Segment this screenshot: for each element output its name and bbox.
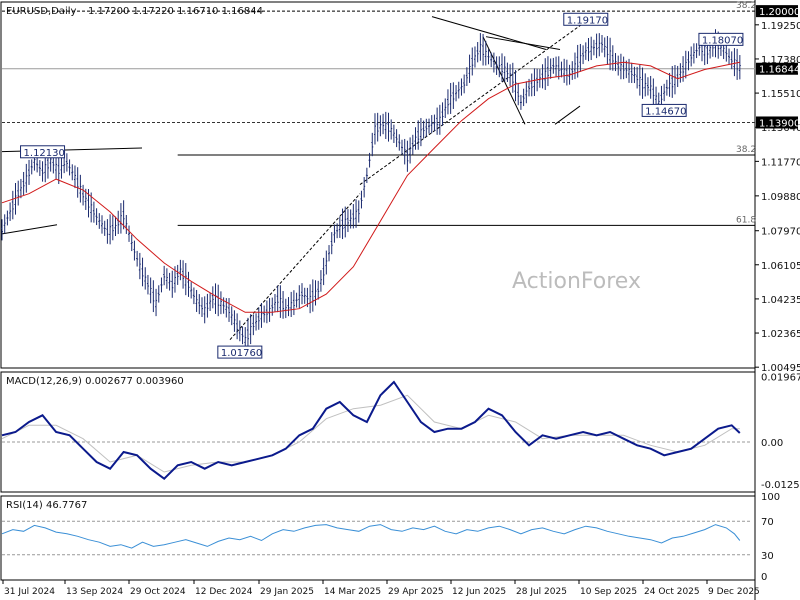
x-tick-label: 28 Jul 2025: [516, 587, 567, 597]
rsi-y-tick-label: 70: [761, 517, 774, 528]
macd-signal-line: [1, 394, 740, 473]
x-tick-label: 9 Dec 2025: [708, 587, 760, 597]
fib-level-label: 38.2: [736, 145, 756, 155]
moving-average-line: [1, 61, 740, 313]
trendline: [554, 105, 581, 125]
price-y-tick-label: 1.06105: [761, 261, 800, 272]
price-panel-frame: [0, 1, 756, 369]
rsi-line: [1, 524, 741, 549]
price-y-tick-label: 1.13640: [761, 123, 800, 134]
price-box: [756, 62, 798, 75]
macd-y-tick-label: -0.012552: [761, 480, 800, 491]
price-box-label: 1.16844: [759, 65, 800, 76]
price-box: [756, 116, 798, 129]
trendline: [431, 16, 547, 50]
price-point-label-box: [217, 345, 263, 359]
price-y-tick-label: 1.15510: [761, 89, 800, 100]
x-tick-label: 10 Sep 2025: [580, 587, 637, 597]
price-point-label-box: [641, 103, 687, 117]
price-y-tick-label: 1.02365: [761, 329, 800, 340]
macd-panel-frame: [0, 371, 756, 493]
macd-line: [1, 380, 741, 481]
macd-label: MACD(12,26,9) 0.002677 0.003960: [6, 376, 184, 387]
x-tick-label: 13 Sep 2024: [66, 587, 123, 597]
price-point-label: 1.01760: [221, 348, 262, 359]
fib-level-label: 61.8: [736, 215, 756, 225]
price-point-label: 1.19170: [567, 15, 608, 26]
price-point-label-box: [563, 12, 609, 26]
dashed-trendline: [229, 193, 361, 341]
price-point-label: 1.18070: [702, 35, 743, 46]
price-point-label: 1.12130: [24, 148, 65, 159]
trendline: [1, 224, 58, 235]
x-tick-label: 14 Mar 2025: [324, 587, 381, 597]
price-y-tick-label: 1.17380: [761, 55, 800, 66]
price-y-tick-label: 1.07970: [761, 227, 800, 238]
x-tick-label: 24 Oct 2025: [644, 587, 700, 597]
price-point-label-box: [20, 145, 66, 159]
rsi-y-tick-label: 100: [761, 492, 780, 503]
price-box-label: 1.13900: [759, 118, 800, 129]
macd-y-tick-label: 0.019679: [761, 372, 800, 383]
price-y-tick-label: 1.00495: [761, 363, 800, 374]
x-tick-label: 29 Jan 2025: [260, 587, 314, 597]
watermark: ActionForex: [512, 269, 641, 294]
x-tick-label: 12 Jun 2025: [452, 587, 506, 597]
price-y-tick-label: 1.19250: [761, 21, 800, 32]
price-box: [756, 5, 798, 18]
x-tick-label: 31 Jul 2024: [4, 587, 55, 597]
price-point-label-box: [698, 32, 744, 46]
header-ohlc: 1.17200 1.17220 1.16710 1.16844: [88, 6, 263, 17]
dashed-trendline: [359, 18, 591, 185]
x-tick-label: 29 Apr 2025: [388, 587, 444, 597]
rsi-label: RSI(14) 46.7767: [6, 500, 87, 511]
rsi-y-tick-label: 30: [761, 551, 774, 562]
price-y-tick-label: 1.04235: [761, 295, 800, 306]
price-box-label: 1.20000: [759, 7, 800, 18]
header-symbol: EURUSD,Daily: [6, 6, 77, 17]
x-tick-label: 29 Oct 2024: [130, 587, 186, 597]
fib-level-label: 38.2: [736, 1, 756, 11]
x-tick-label: 12 Dec 2024: [195, 587, 253, 597]
price-y-tick-label: 1.09880: [761, 192, 800, 203]
rsi-y-tick-label: 0: [761, 572, 767, 583]
macd-y-tick-label: 0.00: [761, 438, 783, 449]
price-y-tick-label: 1.11770: [761, 157, 800, 168]
price-point-label: 1.14670: [645, 106, 686, 117]
